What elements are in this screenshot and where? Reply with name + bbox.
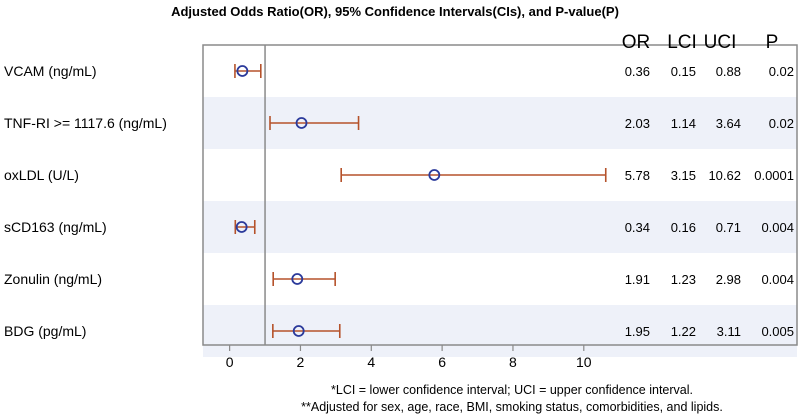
lci-value: 1.14 xyxy=(671,116,696,131)
or-value: 1.91 xyxy=(625,272,650,287)
row-label: oxLDL (U/L) xyxy=(4,167,79,183)
x-tick-label: 8 xyxy=(509,354,517,370)
or-value: 0.34 xyxy=(625,220,650,235)
or-value: 5.78 xyxy=(625,168,650,183)
uci-value: 2.98 xyxy=(716,272,741,287)
or-marker xyxy=(295,117,308,129)
or-value: 1.95 xyxy=(625,324,650,339)
or-marker xyxy=(235,221,248,233)
x-tick-label: 10 xyxy=(576,354,592,370)
uci-value: 0.71 xyxy=(716,220,741,235)
row-label: Zonulin (ng/mL) xyxy=(4,271,102,287)
p-value: 0.02 xyxy=(769,64,794,79)
or-marker xyxy=(292,325,305,337)
uci-value: 10.62 xyxy=(708,168,741,183)
uci-value: 3.64 xyxy=(716,116,741,131)
p-value: 0.004 xyxy=(761,220,794,235)
or-value: 0.36 xyxy=(625,64,650,79)
row-label: TNF-RI >= 1117.6 (ng/mL) xyxy=(4,115,167,131)
row-label: VCAM (ng/mL) xyxy=(4,63,97,79)
column-header: P xyxy=(766,32,779,53)
lci-value: 0.16 xyxy=(671,220,696,235)
row-label: BDG (pg/mL) xyxy=(4,323,86,339)
x-tick-label: 0 xyxy=(226,354,234,370)
p-value: 0.005 xyxy=(761,324,794,339)
column-header: LCI xyxy=(667,32,697,53)
lci-value: 1.22 xyxy=(671,324,696,339)
uci-value: 0.88 xyxy=(716,64,741,79)
x-tick-label: 4 xyxy=(367,354,375,370)
row-label: sCD163 (ng/mL) xyxy=(4,219,107,235)
lci-value: 0.15 xyxy=(671,64,696,79)
chart-title: Adjusted Odds Ratio(OR), 95% Confidence … xyxy=(171,4,619,19)
x-axis: 0 2 4 6 8 10 xyxy=(226,345,592,370)
uci-value: 3.11 xyxy=(717,324,741,339)
row-bands xyxy=(203,97,797,357)
column-header: OR xyxy=(622,32,651,53)
p-value: 0.02 xyxy=(769,116,794,131)
x-tick-label: 2 xyxy=(297,354,305,370)
lci-value: 1.23 xyxy=(671,272,696,287)
p-value: 0.0001 xyxy=(754,168,794,183)
or-marker xyxy=(236,65,249,77)
column-headers: OR LCI UCI P xyxy=(622,32,779,53)
or-value: 2.03 xyxy=(625,116,650,131)
plot-frame xyxy=(202,44,798,346)
x-tick-label: 6 xyxy=(438,354,446,370)
forest-rows: VCAM (ng/mL) 0.36 0.15 0.88 0.02 TNF-RI >= 11… xyxy=(4,45,794,345)
row-band xyxy=(203,201,797,253)
p-value: 0.004 xyxy=(761,272,794,287)
lci-value: 3.15 xyxy=(671,168,696,183)
footnote-2: **Adjusted for sex, age, race, BMI, smok… xyxy=(301,400,723,414)
footnote-1: *LCI = lower confidence interval; UCI = … xyxy=(331,383,693,397)
or-marker xyxy=(291,273,304,285)
column-header: UCI xyxy=(704,32,737,53)
or-marker xyxy=(428,169,441,181)
